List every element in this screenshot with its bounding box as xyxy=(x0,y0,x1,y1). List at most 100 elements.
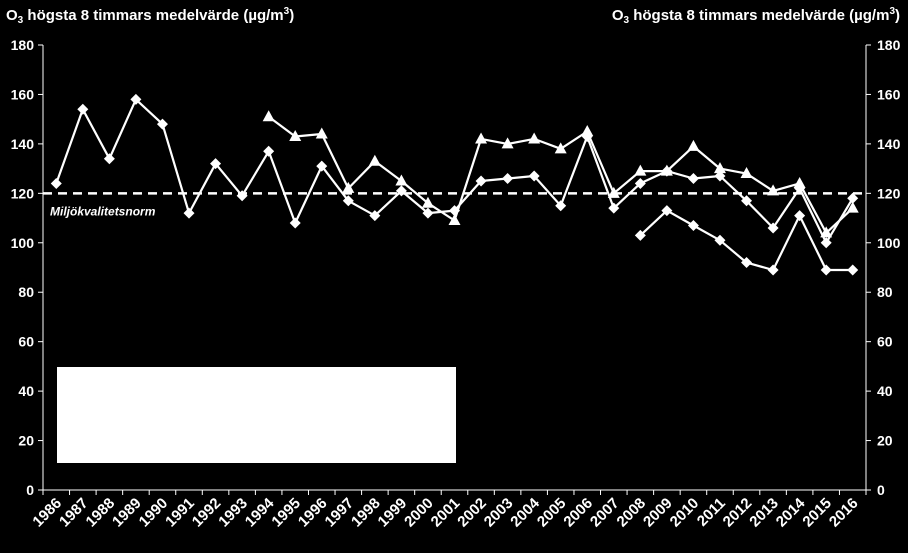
series-2-point xyxy=(395,174,408,186)
series-group xyxy=(50,93,859,276)
series-1-point xyxy=(687,173,699,184)
series-2-point xyxy=(475,132,488,144)
y-tick-label-right: 0 xyxy=(877,482,885,498)
x-tick-label: 1991 xyxy=(162,495,198,531)
x-tick-label: 2005 xyxy=(534,495,570,531)
series-2-line xyxy=(268,115,854,234)
series-2-point xyxy=(315,127,328,139)
norm-label: Miljökvalitetsnorm xyxy=(50,204,156,218)
y-tick-label-left: 0 xyxy=(26,482,34,498)
y-tick-label-right: 160 xyxy=(877,86,901,102)
y-tick-label-right: 60 xyxy=(877,334,893,350)
x-tick-label: 1993 xyxy=(215,495,251,531)
legend-box xyxy=(57,367,456,463)
y-tick-label-left: 160 xyxy=(11,86,35,102)
y-tick-label-left: 120 xyxy=(11,185,35,201)
x-tick-label: 2009 xyxy=(640,495,676,531)
y-tick-label-left: 60 xyxy=(18,334,34,350)
series-2-point xyxy=(846,201,859,213)
series-1-point xyxy=(847,192,859,204)
series-3-point xyxy=(741,257,753,269)
series-1-point xyxy=(183,207,195,219)
y-tick-label-left: 40 xyxy=(18,383,34,399)
series-3-point xyxy=(714,234,726,246)
series-3-point xyxy=(847,264,859,276)
y-tick-label-right: 120 xyxy=(877,185,901,201)
series-1-point xyxy=(528,170,540,182)
series-1-point xyxy=(316,160,328,172)
x-tick-label: 1988 xyxy=(83,495,119,531)
series-1-point xyxy=(50,177,62,189)
series-1-point xyxy=(369,210,381,222)
series-2-point xyxy=(289,129,302,141)
y-tick-label-left: 180 xyxy=(11,37,35,53)
series-2-point xyxy=(793,176,806,188)
series-1-point xyxy=(475,175,487,187)
series-2-point xyxy=(501,137,514,149)
series-2-point xyxy=(634,164,647,176)
x-tick-label: 2008 xyxy=(614,495,650,531)
series-2-point xyxy=(368,154,381,166)
series-2-point xyxy=(342,181,355,193)
series-2-point xyxy=(713,162,726,174)
series-1-point xyxy=(741,195,753,207)
y-axis-title-left: O3 högsta 8 timmars medelvärde (µg/m3) xyxy=(6,6,295,26)
series-2-point xyxy=(607,186,620,198)
series-3-point xyxy=(634,229,646,241)
series-1-point xyxy=(103,153,115,165)
y-tick-label-left: 20 xyxy=(18,433,34,449)
series-1-point xyxy=(156,118,168,130)
y-tick-label-left: 80 xyxy=(18,284,34,300)
series-3-point xyxy=(820,264,832,276)
x-tick-label: 2016 xyxy=(826,495,862,531)
series-2-point xyxy=(660,164,673,176)
x-tick-label: 1992 xyxy=(189,495,225,531)
series-2-point xyxy=(554,142,567,154)
x-tick-label: 1997 xyxy=(322,495,358,531)
x-tick-label: 1990 xyxy=(136,495,172,531)
y-tick-label-right: 80 xyxy=(877,284,893,300)
series-2-point xyxy=(767,184,780,196)
series-2-point xyxy=(448,214,461,226)
x-tick-label: 2015 xyxy=(799,495,835,531)
series-1-point xyxy=(422,207,434,219)
x-tick-label: 2007 xyxy=(587,495,623,531)
x-tick-label: 2000 xyxy=(401,495,437,531)
series-2-point xyxy=(820,226,833,238)
x-tick-label: 2002 xyxy=(454,495,490,531)
x-tick-label: 1989 xyxy=(109,495,145,531)
series-1-point xyxy=(342,195,354,207)
series-1-point xyxy=(236,190,248,202)
series-3-point xyxy=(661,205,673,217)
x-tick-label: 2013 xyxy=(746,495,782,531)
y-tick-label-left: 140 xyxy=(11,136,35,152)
x-tick-label: 2006 xyxy=(560,495,596,531)
x-tick-label: 1986 xyxy=(29,495,65,531)
y-tick-label-right: 40 xyxy=(877,383,893,399)
series-2-point xyxy=(421,196,434,208)
series-2-point xyxy=(528,132,541,144)
x-tick-label: 1995 xyxy=(268,495,304,531)
x-tick-label: 2001 xyxy=(428,495,464,531)
x-tick-label: 2014 xyxy=(773,494,809,530)
series-1-point xyxy=(634,177,646,189)
series-1-point xyxy=(714,170,726,182)
y-tick-label-right: 20 xyxy=(877,433,893,449)
series-2-point xyxy=(262,110,275,122)
series-1-point xyxy=(130,93,142,105)
y-tick-label-right: 180 xyxy=(877,37,901,53)
x-tick-label: 1994 xyxy=(242,494,278,530)
series-1-point xyxy=(820,237,832,249)
series-1-point xyxy=(608,202,620,214)
series-3-point xyxy=(767,264,779,276)
series-1-point xyxy=(263,145,275,157)
series-2-point xyxy=(740,167,753,179)
norm-line: Miljökvalitetsnorm xyxy=(43,192,866,218)
y-tick-label-right: 140 xyxy=(877,136,901,152)
x-tick-label: 2011 xyxy=(694,495,729,530)
series-1-point xyxy=(210,158,222,170)
x-tick-label: 2012 xyxy=(720,495,756,531)
y-tick-label-left: 100 xyxy=(11,235,35,251)
x-tick-label: 2003 xyxy=(481,495,517,531)
series-1-point xyxy=(502,173,514,184)
